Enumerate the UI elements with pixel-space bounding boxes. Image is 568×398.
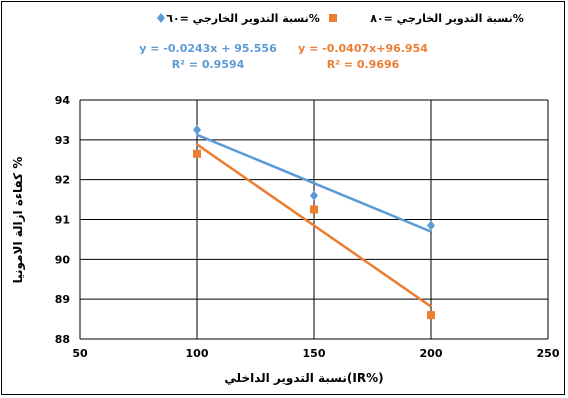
r2-series-1: R² = 0.9696: [327, 58, 400, 71]
trendline-series-0: [196, 133, 432, 233]
equation-series-0: y = -0.0243x + 95.556: [139, 42, 277, 55]
data-point-series-1: [193, 149, 201, 158]
x-tick-label: 100: [186, 347, 209, 360]
plot-area: 88 89 90 91 92 93 94 50 100 150 200 250: [55, 94, 560, 360]
data-point-series-1: [427, 311, 435, 320]
y-tick-label: 92: [55, 174, 70, 187]
x-tick-label: 250: [537, 347, 560, 360]
x-axis-title: نسبة التدوير الداخلي(IR%): [224, 371, 383, 386]
y-tick-label: 91: [55, 214, 70, 227]
y-tick-label: 88: [55, 333, 70, 346]
legend-label-series-1: نسبة التدوير الخارجي =٨٠%: [370, 12, 524, 25]
legend-item-series-0: نسبة التدوير الخارجي =٦٠%: [157, 12, 320, 25]
legend-label-series-0: نسبة التدوير الخارجي =٦٠%: [166, 12, 320, 25]
data-point-series-0: [427, 220, 435, 231]
data-point-series-0: [193, 124, 201, 135]
equation-series-1: y = -0.0407x+96.954: [298, 42, 428, 55]
x-tick-label: 50: [72, 347, 88, 360]
y-axis-title: كفاءة ازالة الامونيا %: [11, 157, 26, 284]
legend-marker-diamond: [157, 13, 165, 23]
x-tick-label: 200: [420, 347, 443, 360]
data-point-series-1: [310, 205, 318, 214]
equation-labels: y = -0.0243x + 95.556 R² = 0.9594 y = -0…: [139, 42, 428, 71]
r2-series-0: R² = 0.9594: [172, 58, 245, 71]
trendline-series-1: [196, 143, 432, 308]
data-point-series-0: [310, 190, 318, 201]
legend-marker-square: [329, 14, 337, 22]
y-tick-label: 94: [55, 94, 71, 107]
scatter-chart: نسبة التدوير الخارجي =٨٠% نسبة التدوير ا…: [11, 12, 560, 386]
y-tick-label: 89: [55, 293, 70, 306]
legend: نسبة التدوير الخارجي =٨٠% نسبة التدوير ا…: [157, 12, 524, 25]
legend-item-series-1: نسبة التدوير الخارجي =٨٠%: [329, 12, 524, 25]
x-tick-label: 150: [303, 347, 326, 360]
y-tick-label: 93: [55, 134, 70, 147]
y-tick-label: 90: [55, 253, 71, 266]
